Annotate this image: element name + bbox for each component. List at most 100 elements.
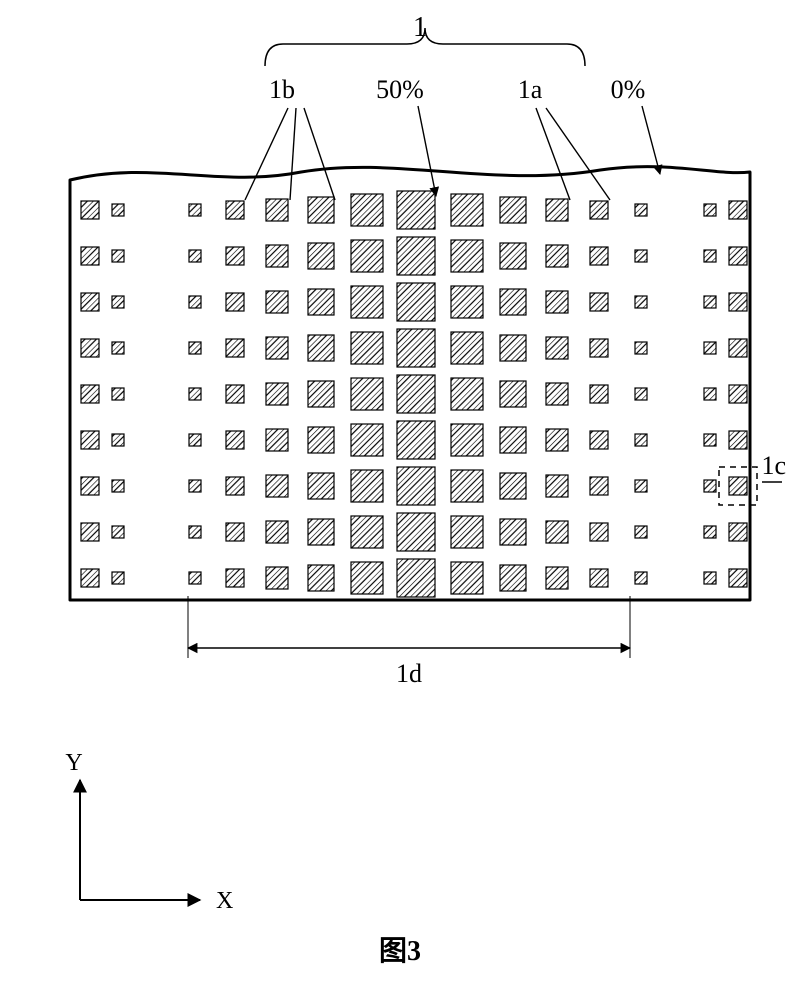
halftone-cell	[729, 293, 747, 311]
halftone-cell	[590, 201, 608, 219]
halftone-cell	[590, 293, 608, 311]
halftone-cell	[590, 431, 608, 449]
halftone-cell	[266, 475, 288, 497]
halftone-cell	[635, 526, 647, 538]
halftone-cell	[308, 427, 334, 453]
halftone-cell	[266, 291, 288, 313]
halftone-cell	[546, 383, 568, 405]
axis-x-label: X	[216, 888, 233, 914]
halftone-cell	[189, 572, 201, 584]
halftone-cell	[729, 569, 747, 587]
halftone-cell	[397, 559, 435, 597]
halftone-cell	[351, 562, 383, 594]
halftone-cell	[189, 296, 201, 308]
halftone-cell	[729, 201, 747, 219]
halftone-cell	[226, 477, 244, 495]
halftone-cell	[308, 519, 334, 545]
halftone-cell	[112, 526, 124, 538]
halftone-cell	[729, 385, 747, 403]
halftone-cell	[704, 342, 716, 354]
halftone-cell	[451, 378, 483, 410]
halftone-cell	[546, 429, 568, 451]
halftone-cell	[112, 572, 124, 584]
halftone-cell	[635, 204, 647, 216]
halftone-cell	[546, 291, 568, 313]
halftone-cell	[500, 427, 526, 453]
halftone-cell	[112, 204, 124, 216]
halftone-cell	[704, 526, 716, 538]
halftone-cell	[351, 470, 383, 502]
halftone-cell	[729, 247, 747, 265]
halftone-cell	[81, 477, 99, 495]
halftone-cell	[635, 342, 647, 354]
halftone-cell	[451, 286, 483, 318]
halftone-cell	[81, 431, 99, 449]
halftone-cell	[704, 388, 716, 400]
label-1c: 1c	[761, 451, 786, 480]
halftone-cell	[546, 245, 568, 267]
halftone-cell	[189, 434, 201, 446]
halftone-cell	[226, 431, 244, 449]
halftone-cell	[397, 329, 435, 367]
halftone-cell	[500, 565, 526, 591]
halftone-cell	[500, 473, 526, 499]
halftone-cell	[546, 337, 568, 359]
halftone-cell	[729, 477, 747, 495]
halftone-cell	[112, 434, 124, 446]
halftone-cell	[351, 516, 383, 548]
halftone-cell	[546, 199, 568, 221]
halftone-cell	[500, 197, 526, 223]
halftone-cell	[81, 339, 99, 357]
halftone-cell	[226, 569, 244, 587]
halftone-cell	[635, 434, 647, 446]
label-1a: 1a	[518, 75, 543, 104]
halftone-cell	[226, 201, 244, 219]
halftone-cell	[81, 523, 99, 541]
halftone-cell	[500, 243, 526, 269]
halftone-cell	[397, 191, 435, 229]
halftone-cell	[189, 526, 201, 538]
label-1: 1	[413, 12, 427, 43]
halftone-cell	[397, 467, 435, 505]
halftone-cell	[451, 516, 483, 548]
halftone-cell	[704, 296, 716, 308]
halftone-cell	[308, 381, 334, 407]
halftone-cell	[226, 247, 244, 265]
halftone-cell	[635, 480, 647, 492]
halftone-cell	[112, 480, 124, 492]
halftone-cell	[500, 519, 526, 545]
halftone-cell	[546, 567, 568, 589]
halftone-cell	[451, 424, 483, 456]
halftone-cell	[351, 240, 383, 272]
halftone-cell	[351, 194, 383, 226]
halftone-cell	[546, 475, 568, 497]
halftone-cell	[590, 247, 608, 265]
halftone-cell	[81, 201, 99, 219]
label-0pct: 0%	[611, 75, 646, 104]
halftone-cell	[451, 470, 483, 502]
halftone-cell	[397, 421, 435, 459]
halftone-cell	[590, 523, 608, 541]
halftone-cell	[704, 204, 716, 216]
halftone-cell	[112, 342, 124, 354]
axis-y-label: Y	[65, 750, 82, 776]
halftone-cell	[590, 339, 608, 357]
halftone-cell	[397, 283, 435, 321]
halftone-cell	[729, 431, 747, 449]
halftone-cell	[635, 250, 647, 262]
halftone-cell	[266, 337, 288, 359]
halftone-cell	[266, 521, 288, 543]
halftone-cell	[451, 240, 483, 272]
halftone-cell	[351, 286, 383, 318]
halftone-cell	[226, 339, 244, 357]
label-1d: 1d	[396, 659, 422, 688]
leader-line	[642, 106, 660, 174]
halftone-cell	[308, 473, 334, 499]
halftone-cell	[704, 572, 716, 584]
halftone-cell	[189, 388, 201, 400]
halftone-cell	[635, 296, 647, 308]
halftone-cell	[226, 293, 244, 311]
halftone-cell	[500, 335, 526, 361]
halftone-cell	[635, 388, 647, 400]
halftone-cell	[351, 332, 383, 364]
